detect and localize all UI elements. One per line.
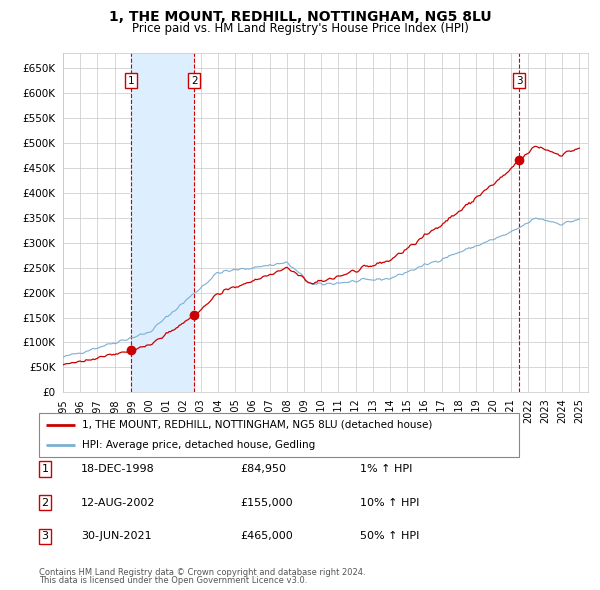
FancyBboxPatch shape [39, 413, 519, 457]
Bar [131, 53, 194, 392]
Text: 50% ↑ HPI: 50% ↑ HPI [360, 532, 419, 541]
Text: 10% ↑ HPI: 10% ↑ HPI [360, 498, 419, 507]
Text: 1, THE MOUNT, REDHILL, NOTTINGHAM, NG5 8LU: 1, THE MOUNT, REDHILL, NOTTINGHAM, NG5 8… [109, 10, 491, 24]
Text: 30-JUN-2021: 30-JUN-2021 [81, 532, 152, 541]
Text: £465,000: £465,000 [240, 532, 293, 541]
Text: 1: 1 [128, 76, 134, 86]
Text: Contains HM Land Registry data © Crown copyright and database right 2024.: Contains HM Land Registry data © Crown c… [39, 568, 365, 577]
Text: 2: 2 [41, 498, 49, 507]
Text: £155,000: £155,000 [240, 498, 293, 507]
Text: 2: 2 [191, 76, 197, 86]
Text: 12-AUG-2002: 12-AUG-2002 [81, 498, 155, 507]
Text: This data is licensed under the Open Government Licence v3.0.: This data is licensed under the Open Gov… [39, 576, 307, 585]
Text: 18-DEC-1998: 18-DEC-1998 [81, 464, 155, 474]
Text: HPI: Average price, detached house, Gedling: HPI: Average price, detached house, Gedl… [82, 440, 316, 450]
Text: 1, THE MOUNT, REDHILL, NOTTINGHAM, NG5 8LU (detached house): 1, THE MOUNT, REDHILL, NOTTINGHAM, NG5 8… [82, 420, 433, 430]
Text: 3: 3 [41, 532, 49, 541]
Text: £84,950: £84,950 [240, 464, 286, 474]
Text: Price paid vs. HM Land Registry's House Price Index (HPI): Price paid vs. HM Land Registry's House … [131, 22, 469, 35]
Text: 1: 1 [41, 464, 49, 474]
Text: 1% ↑ HPI: 1% ↑ HPI [360, 464, 412, 474]
Text: 3: 3 [516, 76, 523, 86]
